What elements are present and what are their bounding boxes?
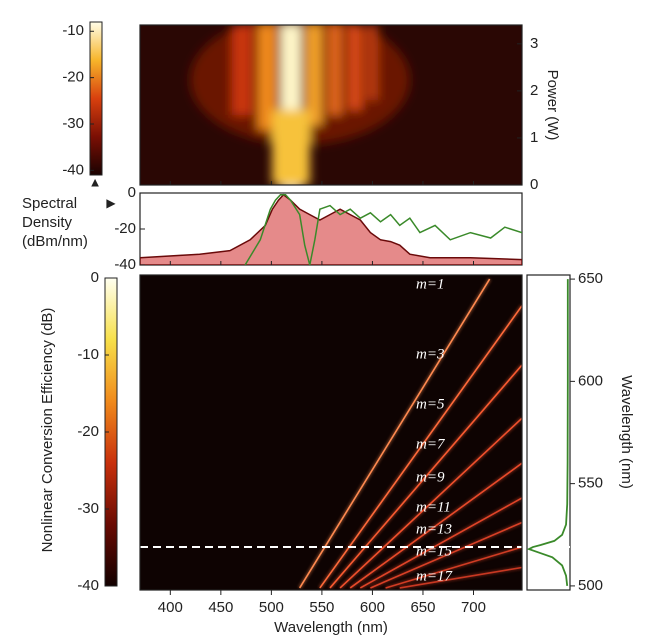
y-tick-label: 650 [578, 270, 603, 287]
mode-label: m=15 [416, 543, 452, 559]
y-tick-label: 0 [530, 176, 538, 193]
y-axis-label: Density [22, 214, 73, 231]
colorbar-tick-label: -30 [77, 500, 99, 517]
y-tick-label: 1 [530, 129, 538, 146]
mode-label: m=13 [416, 521, 452, 537]
frame [139, 274, 523, 591]
x-tick-label: 450 [208, 599, 233, 616]
side-curve [526, 279, 569, 587]
mode-line [329, 364, 522, 589]
colorbar-tick-label: -20 [62, 69, 84, 86]
mode-label: m=17 [416, 568, 453, 584]
colorbar-tick-label: -40 [62, 161, 84, 178]
mode-line [319, 305, 522, 589]
x-tick-label: 650 [410, 599, 435, 616]
mode-label: m=5 [416, 396, 445, 412]
x-tick-label: 600 [360, 599, 385, 616]
mode-lines [297, 278, 522, 590]
x-tick-label: 550 [309, 599, 334, 616]
colorbar-label: Nonlinear Conversion Efficiency (dB) [39, 308, 56, 553]
y-tick-label: 550 [578, 475, 603, 492]
frame [139, 24, 523, 186]
x-tick-label: 700 [461, 599, 486, 616]
mode-line [385, 546, 522, 589]
colorbar-tick-label: -20 [77, 423, 99, 440]
y-tick-label: 500 [578, 577, 603, 594]
y-tick-label: 3 [530, 35, 538, 52]
y-axis-label: Wavelength (nm) [618, 375, 635, 489]
colorbar-tick-label: -10 [77, 346, 99, 363]
colorbar [89, 21, 103, 176]
power-map [140, 25, 522, 185]
mode-line [399, 566, 522, 589]
y-tick-label: -40 [114, 256, 136, 273]
y-tick-label: -20 [114, 220, 136, 237]
x-tick-label: 400 [158, 599, 183, 616]
colorbar-tick-label: -30 [62, 115, 84, 132]
mode-label: m=1 [416, 276, 444, 292]
mode-label: m=3 [416, 346, 444, 362]
mode-line [339, 417, 522, 589]
arrow-up: ▲ [89, 174, 102, 189]
mode-line [349, 462, 522, 589]
colorbar-tick-label: -40 [77, 577, 99, 594]
frame [526, 274, 571, 591]
y-axis-label: Spectral [22, 195, 77, 212]
mode-label: m=11 [416, 499, 451, 515]
arrow-right: ▶ [106, 196, 116, 210]
spectrum-area [140, 193, 522, 265]
mode-line [298, 278, 491, 589]
mode-line [370, 521, 522, 589]
mode-label: m=9 [416, 469, 445, 485]
mode-line [359, 497, 522, 589]
x-axis-label: Wavelength (nm) [274, 619, 388, 636]
spectrum-line [244, 194, 522, 265]
mode-label: m=7 [416, 436, 446, 452]
y-tick-label: 2 [530, 82, 538, 99]
y-axis-label: (dBm/nm) [22, 233, 88, 250]
y-axis-label: Power (W) [544, 70, 561, 141]
x-tick-label: 500 [259, 599, 284, 616]
spectrum-plot [140, 193, 522, 265]
colorbar-tick-label: 0 [91, 269, 99, 286]
y-tick-label: 600 [578, 372, 603, 389]
colorbar-tick-label: -10 [62, 22, 84, 39]
y-tick-label: 0 [128, 184, 136, 201]
